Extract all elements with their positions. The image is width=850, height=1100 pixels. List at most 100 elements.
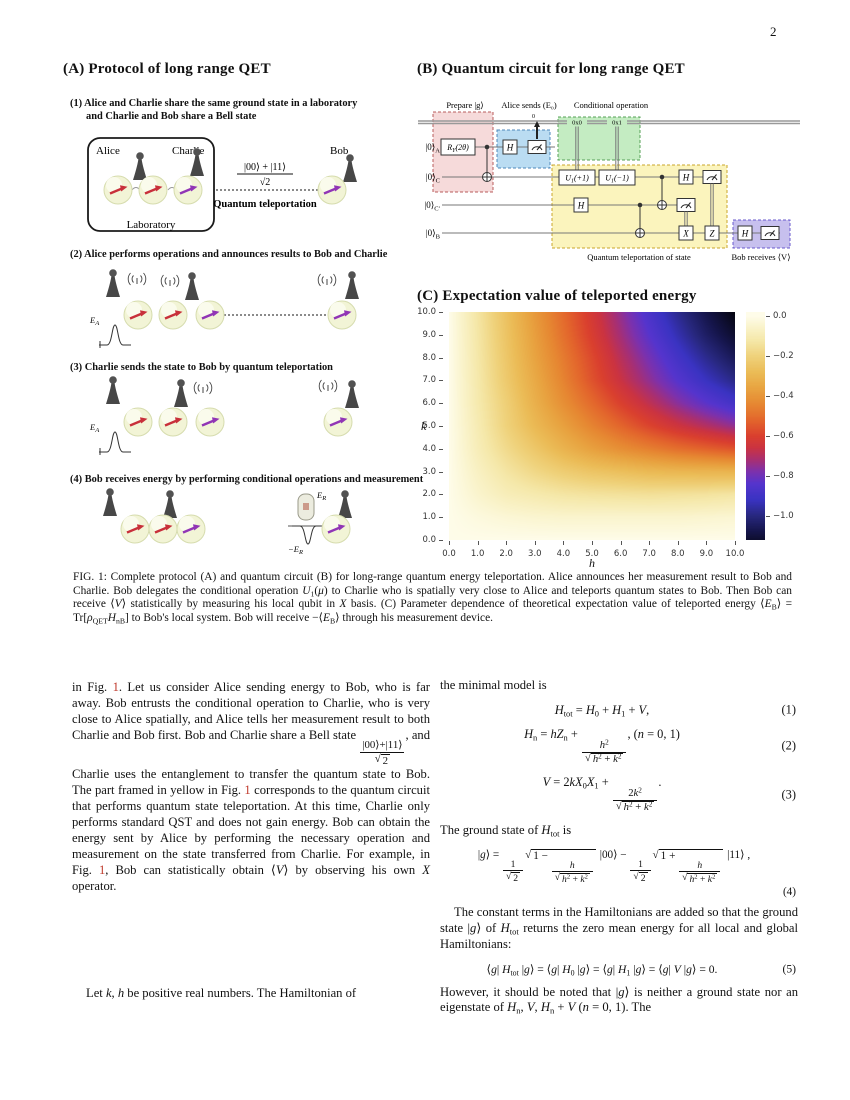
x-tick-label: 3.0 xyxy=(528,549,542,559)
right-column: the minimal model is Htot = H0 + H1 + V,… xyxy=(440,678,798,1016)
colorbar-tick-mark xyxy=(766,316,770,317)
charlie-tower-icon xyxy=(185,272,199,300)
z-gate xyxy=(704,225,720,241)
x-axis-title: h xyxy=(589,556,595,570)
h-gate xyxy=(502,139,518,155)
x-tick-label: 0.0 xyxy=(442,549,456,559)
y-tick-mark xyxy=(439,357,443,359)
wire-label-C: |0⟩C xyxy=(426,172,440,185)
u1-minus-gate xyxy=(598,169,636,186)
right-ground-text: The ground state of Htot is xyxy=(440,823,572,839)
quantum-teleportation-label: Quantum teleportation xyxy=(213,199,317,210)
control-dot xyxy=(637,202,643,208)
step2-illustration: EA xyxy=(89,269,359,349)
x-tick-label: 5.0 xyxy=(585,549,599,559)
step3-illustration: EA xyxy=(89,376,359,456)
figureC-title: (C) Expectation value of teleported ener… xyxy=(417,288,697,304)
er-label: ER xyxy=(316,490,326,502)
x-tick-label: 1.0 xyxy=(470,549,485,559)
colorbar-tick-label: −0.8 xyxy=(773,471,794,481)
x-tick-label: 8.0 xyxy=(671,549,685,559)
y-axis: 0.0 1.0 2.0 3.0 4.0 5.0 6.0 7.0 8.0 9.0 10.0 xyxy=(402,307,444,545)
teleport-label: Quantum teleportation of state xyxy=(587,252,691,262)
control-dot xyxy=(484,144,490,150)
colorbar-canvas xyxy=(746,312,765,540)
u1-plus-label: U1(+1) xyxy=(565,174,589,185)
colorbar-tick-mark xyxy=(766,436,770,437)
colorbar-tick-mark xyxy=(766,476,770,477)
figure-link[interactable]: 1 xyxy=(98,862,106,877)
equation-1-body: Htot = H0 + H1 + V, xyxy=(554,702,650,719)
equation-2: Hn = hZn + h2 √ h2 + k2, (n = 0, 1) (2) xyxy=(440,727,798,766)
y-tick-label: 1.0 xyxy=(422,512,436,523)
equation-2-body: Hn = hZn + h2 √ h2 + k2, (n = 0, 1) xyxy=(524,726,680,765)
equation-2-number: (2) xyxy=(781,738,796,753)
y-tick-mark xyxy=(439,334,443,336)
x-tick-label: 6.0 xyxy=(613,549,628,559)
negative-energy-dip-icon xyxy=(291,525,325,545)
broadcast-signal-icon xyxy=(193,381,213,395)
colorbar-ticks: 0.0 −0.2 −0.4 −0.6 −0.8 −1.0 xyxy=(765,311,825,540)
colorbar-tick-label: −1.0 xyxy=(773,511,794,521)
y-tick-label: 7.0 xyxy=(422,375,436,386)
colorbar-tick-mark xyxy=(766,396,770,397)
figure-link[interactable]: 1 xyxy=(244,783,251,798)
h-gate-label: H xyxy=(741,229,749,239)
right-const-paragraph: The constant terms in the Hamiltonians a… xyxy=(440,904,799,951)
figure-link[interactable]: 1 xyxy=(112,680,119,694)
x-tick-label: 10.0 xyxy=(725,549,745,559)
wire-label-B: |0⟩B xyxy=(426,228,441,241)
h-gate-label: H xyxy=(577,201,585,211)
y-tick-mark xyxy=(439,426,443,427)
h-gate xyxy=(737,225,753,241)
ea-label: EA xyxy=(89,422,99,434)
y-tick-mark xyxy=(439,494,443,496)
left-column: in Fig. 1. Let us consider Alice sending… xyxy=(72,680,430,1100)
y-tick-label: 9.0 xyxy=(422,329,436,340)
broadcast-signal-icon xyxy=(127,272,147,286)
x-tick-mark xyxy=(620,541,622,545)
bob-tower-icon xyxy=(345,271,359,299)
meter-arc xyxy=(680,204,692,209)
y-tick-mark xyxy=(439,517,443,519)
bell-state-numerator: |00⟩ + |11⟩ xyxy=(244,162,286,173)
meter-arc xyxy=(764,232,776,237)
equation-1: Htot = H0 + H1 + V, (1) xyxy=(440,703,798,718)
left-paragraph-1: in Fig. 1. Let us consider Alice sending… xyxy=(72,680,431,893)
equation-4-number: (4) xyxy=(782,885,796,898)
right-intro: the minimal model is xyxy=(440,678,547,692)
x-tick-mark xyxy=(449,541,450,545)
bell-state-denominator: √2 xyxy=(260,177,271,188)
y-tick-mark xyxy=(439,471,443,473)
laboratory-label: Laboratory xyxy=(127,219,176,231)
h-gate xyxy=(573,197,589,213)
step1-illustration: Alice Charlie Laboratory Bob |00⟩ + |11⟩… xyxy=(87,137,357,232)
meter-arc xyxy=(706,176,718,181)
broadcast-signal-icon xyxy=(317,273,337,287)
y-tick-label: 2.0 xyxy=(422,489,436,500)
colorbar-tick-label: 0.0 xyxy=(773,311,787,321)
x-tick-mark xyxy=(649,541,651,545)
prepare-label: Prepare |g⟩ xyxy=(446,100,483,110)
x-gate-label: X xyxy=(682,229,689,239)
step3-label: (3) Charlie sends the state to Bob by qu… xyxy=(70,362,333,373)
quantum-circuit: Prepare |g⟩ Alice sends (E₀) Conditional… xyxy=(418,100,800,262)
equation-3-number: (3) xyxy=(781,787,796,802)
meter-needle xyxy=(711,174,717,181)
energy-receiver-device xyxy=(297,493,315,521)
x-tick-label: 9.0 xyxy=(699,549,714,559)
equation-5-body: ⟨g| Htot |g⟩ = ⟨g| H0 |g⟩ = ⟨g| H1 |g⟩ =… xyxy=(486,962,718,977)
equation-5-number: (5) xyxy=(782,962,796,975)
y-tick-label: 4.0 xyxy=(422,443,436,454)
y-tick-mark xyxy=(439,312,443,313)
x-tick-mark xyxy=(706,541,708,545)
conditional-label: Conditional operation xyxy=(574,100,649,110)
alice-tower-icon xyxy=(106,269,120,297)
y-tick-mark xyxy=(439,403,443,405)
x-tick-mark xyxy=(592,541,593,545)
alice-tower-icon xyxy=(133,152,147,180)
wire-label-Cprime: |0⟩C′ xyxy=(424,200,440,213)
alice-sends-label: Alice sends (E₀) xyxy=(501,100,557,110)
condition-label-bg xyxy=(567,117,587,127)
